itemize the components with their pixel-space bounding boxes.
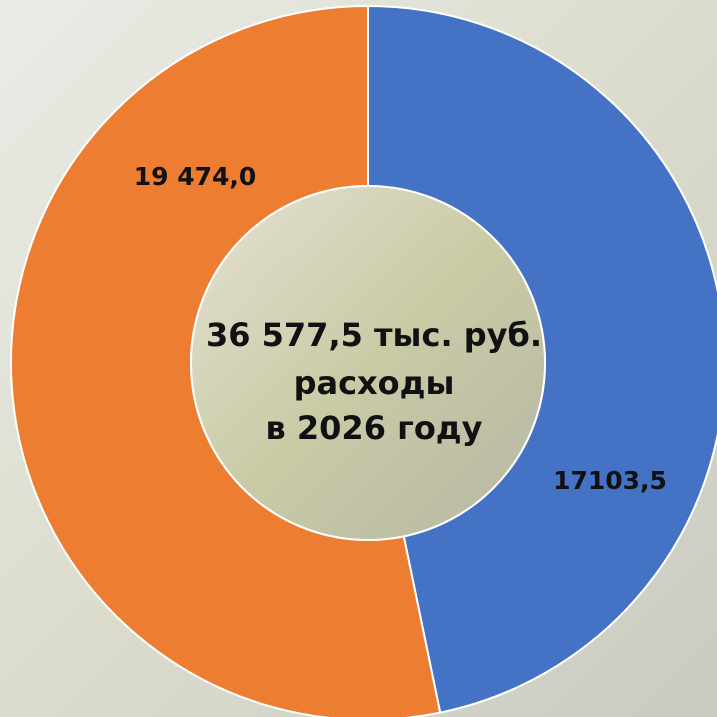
center-text: в 2026 году [266,409,483,447]
donut-hole [190,185,546,541]
data-label: 17103,5 [553,466,667,495]
center-text: 36 577,5 тыс. руб. [206,316,542,354]
center-text: расходы [294,364,455,402]
data-label: 19 474,0 [134,162,257,191]
labels: 17103,5 19 474,0 36 577,5 тыс. руб. расходы… [134,162,667,495]
